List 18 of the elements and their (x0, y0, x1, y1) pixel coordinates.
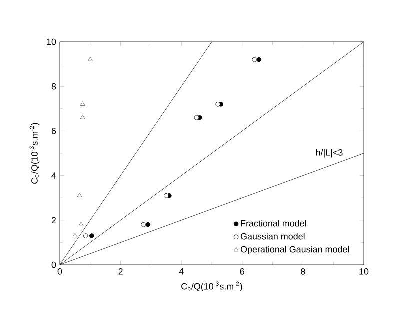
y-tick-label: 8 (52, 83, 56, 90)
y-tick-label: 4 (52, 172, 56, 179)
legend-label: Gaussian model (241, 233, 305, 240)
y-tick-label: 2 (52, 217, 56, 224)
legend-label: Operational Gausian model (240, 246, 350, 254)
x-tick-label: 0 (58, 268, 62, 275)
legend-label: Fractional model (241, 220, 306, 227)
annotation: h/|L|<3 (316, 149, 343, 158)
y-tick-label: 10 (47, 38, 56, 46)
x-tick-label: 8 (301, 268, 306, 275)
x-tick-label: 10 (360, 268, 369, 275)
x-tick-label: 4 (179, 268, 184, 275)
x-tick-label: 6 (240, 268, 244, 275)
x-axis-title: C$_{p}$/Q(10$^{-3}$s.m$^{-2}$) (182, 282, 242, 292)
y-axis-title: C$_{o}$/Q(10$^{-3}$s.m$^{-2}$) (30, 123, 40, 184)
y-tick-label: 0 (52, 262, 56, 268)
x-tick-label: 2 (118, 268, 123, 275)
y-tick-label: 6 (52, 128, 56, 134)
